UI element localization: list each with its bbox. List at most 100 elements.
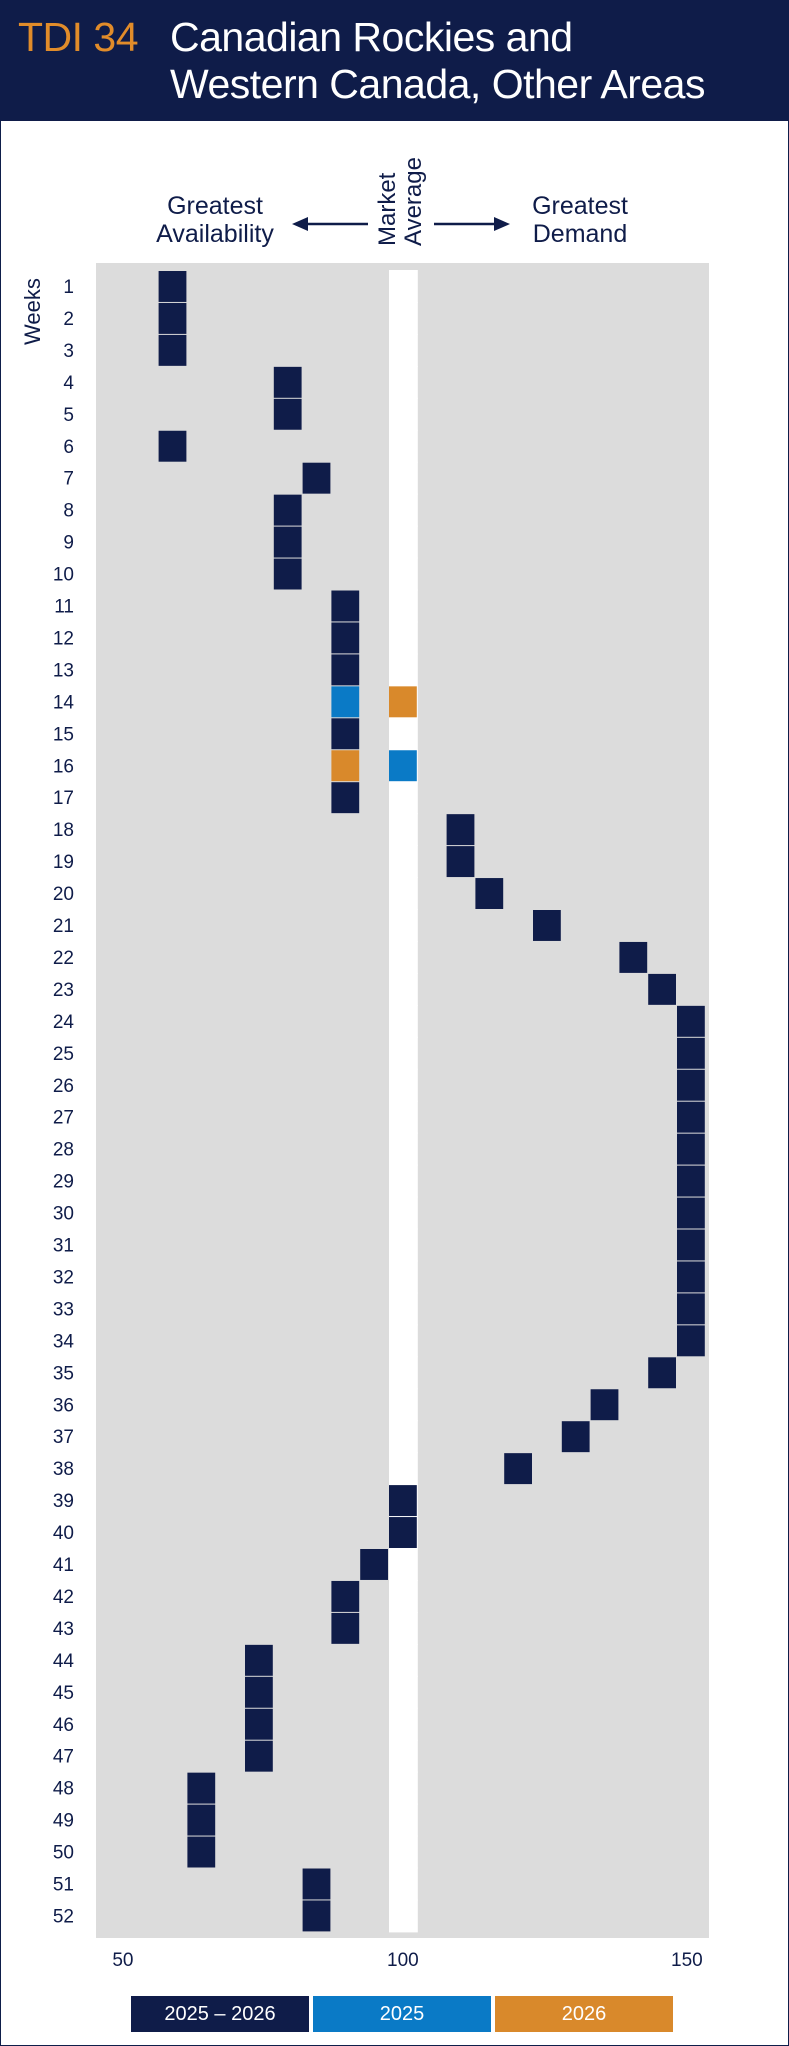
grid-cell	[678, 687, 704, 717]
market-average-column	[389, 1611, 418, 1645]
grid-cell	[505, 1038, 531, 1068]
grid-cell	[361, 1805, 387, 1835]
grid-cell	[591, 974, 618, 1004]
grid-cell	[188, 1102, 215, 1132]
week-marker-2025-2026	[273, 366, 302, 398]
grid-cell	[102, 1518, 128, 1547]
grid-cell	[303, 1645, 330, 1675]
grid-cell	[217, 1901, 243, 1931]
grid-cell	[591, 1709, 618, 1739]
grid-cell	[188, 367, 215, 397]
grid-cell	[303, 815, 330, 845]
grid-cell	[534, 1677, 560, 1707]
grid-cell	[332, 1166, 359, 1196]
grid-cell	[418, 1741, 445, 1771]
grid-cell	[130, 1805, 157, 1835]
week-label: 2	[63, 309, 74, 330]
grid-cell	[102, 559, 128, 589]
grid-cell	[476, 1134, 503, 1164]
grid-cell	[188, 591, 215, 621]
grid-cell	[188, 303, 215, 333]
grid-cell	[130, 751, 157, 781]
week-marker-2026	[389, 686, 417, 718]
grid-cell	[303, 335, 330, 365]
grid-cell	[303, 527, 330, 557]
grid-cell	[188, 1070, 215, 1100]
grid-cell	[246, 1581, 272, 1611]
grid-cell	[159, 879, 186, 908]
grid-cell	[303, 1294, 330, 1324]
grid-cell	[188, 1390, 215, 1420]
grid-cell	[678, 1613, 704, 1643]
week-label: 31	[53, 1236, 74, 1257]
grid-cell	[246, 1486, 272, 1516]
grid-cell	[591, 1805, 618, 1835]
grid-cell	[217, 1358, 243, 1388]
grid-cell	[649, 1869, 675, 1899]
grid-cell	[217, 1518, 243, 1547]
week-marker-2025-2026	[677, 1261, 705, 1293]
grid-cell	[159, 1837, 186, 1867]
grid-cell	[418, 1390, 445, 1420]
grid-cell	[649, 719, 675, 749]
grid-cell	[188, 1166, 215, 1196]
grid-cell	[534, 1550, 560, 1579]
grid-cell	[447, 1358, 474, 1388]
grid-cell	[562, 367, 589, 397]
grid-cell	[130, 1869, 157, 1899]
market-average-column	[389, 1675, 418, 1709]
grid-cell	[678, 1741, 704, 1771]
grid-cell	[102, 303, 128, 333]
grid-cell	[534, 1262, 560, 1292]
grid-cell	[447, 879, 474, 908]
grid-cell	[534, 974, 560, 1004]
grid-cell	[591, 463, 618, 493]
grid-cell	[418, 942, 445, 972]
grid-cell	[188, 1741, 215, 1771]
grid-cell	[476, 1486, 503, 1516]
grid-cell	[130, 942, 157, 972]
grid-cell	[418, 1006, 445, 1036]
grid-cell	[130, 272, 157, 301]
grid-cell	[361, 367, 387, 397]
grid-cell	[505, 367, 531, 397]
grid-cell	[534, 527, 560, 557]
grid-cell	[102, 463, 128, 493]
grid-cell	[447, 1134, 474, 1164]
grid-cell	[188, 335, 215, 365]
grid-cell	[332, 1486, 359, 1516]
grid-cell	[447, 559, 474, 589]
grid-cell	[246, 1805, 272, 1835]
grid-cell	[620, 1326, 647, 1356]
grid-cell	[361, 1294, 387, 1324]
grid-cell	[274, 1422, 301, 1452]
grid-cell	[418, 1837, 445, 1867]
grid-cell	[246, 879, 272, 908]
grid-cell	[418, 1613, 445, 1643]
grid-cell	[505, 719, 531, 749]
week-label: 21	[53, 916, 74, 937]
grid-cell	[534, 399, 560, 429]
grid-cell	[678, 335, 704, 365]
grid-cell	[274, 1198, 301, 1228]
grid-cell	[534, 367, 560, 397]
week-marker-2025-2026	[331, 1580, 360, 1612]
grid-cell	[447, 399, 474, 429]
grid-cell	[534, 463, 560, 493]
grid-cell	[274, 1645, 301, 1675]
grid-cell	[447, 1422, 474, 1452]
grid-cell	[678, 1869, 704, 1899]
grid-cell	[476, 1294, 503, 1324]
grid-cell	[188, 623, 215, 653]
grid-cell	[130, 1645, 157, 1675]
grid-cell	[361, 1709, 387, 1739]
week-label: 51	[53, 1875, 74, 1896]
grid-cell	[562, 1006, 589, 1036]
grid-cell	[303, 1134, 330, 1164]
grid-cell	[591, 1134, 618, 1164]
grid-cell	[476, 1198, 503, 1228]
week-label: 37	[53, 1427, 74, 1448]
grid-cell	[505, 687, 531, 717]
grid-cell	[505, 591, 531, 621]
grid-cell	[246, 559, 272, 589]
